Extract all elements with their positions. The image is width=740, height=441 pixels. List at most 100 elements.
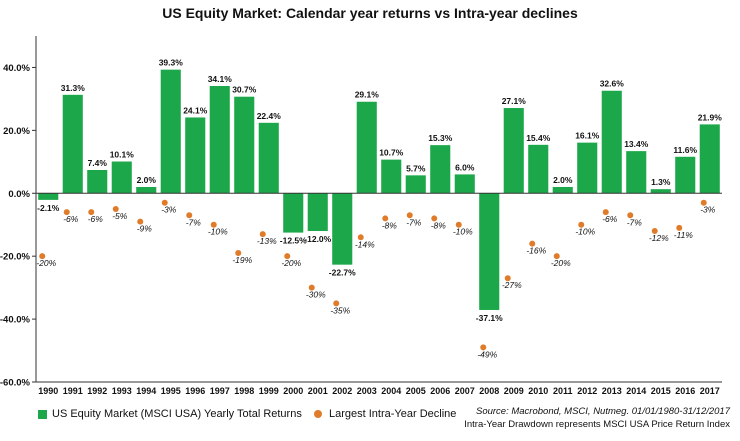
x-tick-label: 1992 [87,386,107,396]
bar-value-label: 5.7% [406,163,426,173]
bar-value-label: 13.4% [624,139,649,149]
bar [234,96,255,194]
decline-value-label: -49% [477,349,497,359]
x-axis: 1990 1991 1992 1993 1994 1995 1996 1997 1998 1999… [38,386,720,396]
decline-value-label: -8% [431,220,447,230]
bar [87,169,108,194]
bar-value-label: -12.0% [304,234,331,244]
bar-value-label: 6.0% [455,162,475,172]
bar [454,174,475,194]
x-tick-label: 2000 [283,386,303,396]
bar-value-label: -12.5% [280,236,307,246]
bar-value-label: 27.1% [502,96,527,106]
decline-value-label: -20% [281,258,301,268]
legend-item-returns: US Equity Market (MSCI USA) Yearly Total… [38,408,302,420]
bar-value-label: 1.3% [651,177,671,187]
decline-point [63,209,70,216]
legend-label-returns: US Equity Market (MSCI USA) Yearly Total… [52,408,302,420]
decline-point [308,284,315,291]
decline-value-label: -7% [627,217,643,227]
x-tick-label: 1995 [161,386,181,396]
bar [381,159,402,194]
bar-value-label: 24.1% [183,105,208,115]
x-tick-label: 1997 [210,386,230,396]
decline-point [406,212,413,219]
decline-value-label: -11% [674,230,694,240]
y-tick-label: -20.0% [0,252,31,263]
x-tick-label: 1996 [185,386,205,396]
legend-label-declines: Largest Intra-Year Decline [329,408,457,420]
legend-swatch-declines [314,410,322,418]
decline-point [210,221,217,228]
bar-value-label: -2.1% [37,203,60,213]
bar [650,189,671,194]
bar [209,86,230,194]
bar-value-label: 2.0% [553,175,573,185]
x-tick-label: 2008 [479,386,499,396]
x-tick-label: 2010 [528,386,548,396]
bar-value-label: 21.9% [698,112,723,122]
bar-value-label: 31.3% [61,83,86,93]
x-tick-label: 2007 [455,386,475,396]
bar [283,193,304,233]
decline-value-label: -10% [453,227,473,237]
decline-value-label: -13% [257,236,277,246]
decline-value-label: -20% [551,258,571,268]
bar [675,156,696,194]
bar [626,151,647,194]
bar [430,145,451,194]
legend-item-declines: Largest Intra-Year Decline [314,408,456,420]
bar [356,101,377,194]
x-tick-label: 1999 [259,386,279,396]
bar [160,69,181,194]
bar-value-label: 11.6% [673,145,697,155]
bar [332,193,353,265]
decline-value-label: -7% [186,217,202,227]
decline-point [382,215,389,222]
bar [405,175,426,194]
y-tick-label: 40.0% [3,63,30,74]
decline-point [602,209,609,216]
decline-point [431,215,438,222]
decline-value-label: -3% [700,205,716,215]
decline-point [480,344,487,351]
bar [699,124,720,194]
decline-value-label: -35% [330,305,350,315]
decline-point [357,234,364,241]
x-tick-label: 2003 [357,386,377,396]
bar [528,144,549,194]
y-tick-label: 0.0% [8,189,30,200]
x-tick-label: 2017 [700,386,720,396]
x-tick-label: 2002 [332,386,352,396]
bar [185,117,206,194]
decline-value-label: -6% [88,214,104,224]
bar-value-label: 2.0% [137,175,157,185]
decline-point [700,199,707,206]
decline-point [553,253,560,260]
bar-value-label: -37.1% [476,313,503,323]
x-tick-label: 2015 [651,386,671,396]
source-note: Source: Macrobond, MSCI, Nutmeg. 01/01/1… [475,406,730,417]
bar-value-label: 32.6% [600,79,625,89]
bar-series: -2.1% 31.3% 7.4%10.1% 2.0% 39.3% 24.1% 34.1%30… [37,58,722,323]
decline-series: -20% -6% -6% -5% -9% -3% -7% -10% -19% -13% -20% -3… [36,199,716,359]
bar [38,193,59,200]
x-tick-label: 2001 [308,386,328,396]
x-tick-label: 2016 [675,386,695,396]
bar [601,90,622,194]
decline-value-label: -16% [526,246,546,256]
x-tick-label: 1998 [234,386,254,396]
decline-value-label: -12% [649,233,669,243]
decline-value-label: -5% [112,211,128,221]
bar [62,94,83,194]
decline-value-label: -3% [161,205,177,215]
decline-value-label: -10% [208,227,228,237]
x-tick-label: 1990 [38,386,58,396]
decline-point [137,218,144,225]
decline-value-label: -27% [502,280,522,290]
decline-value-label: -6% [602,214,618,224]
y-tick-label: -40.0% [0,315,31,326]
decline-value-label: -8% [382,220,398,230]
decline-point [39,253,46,260]
